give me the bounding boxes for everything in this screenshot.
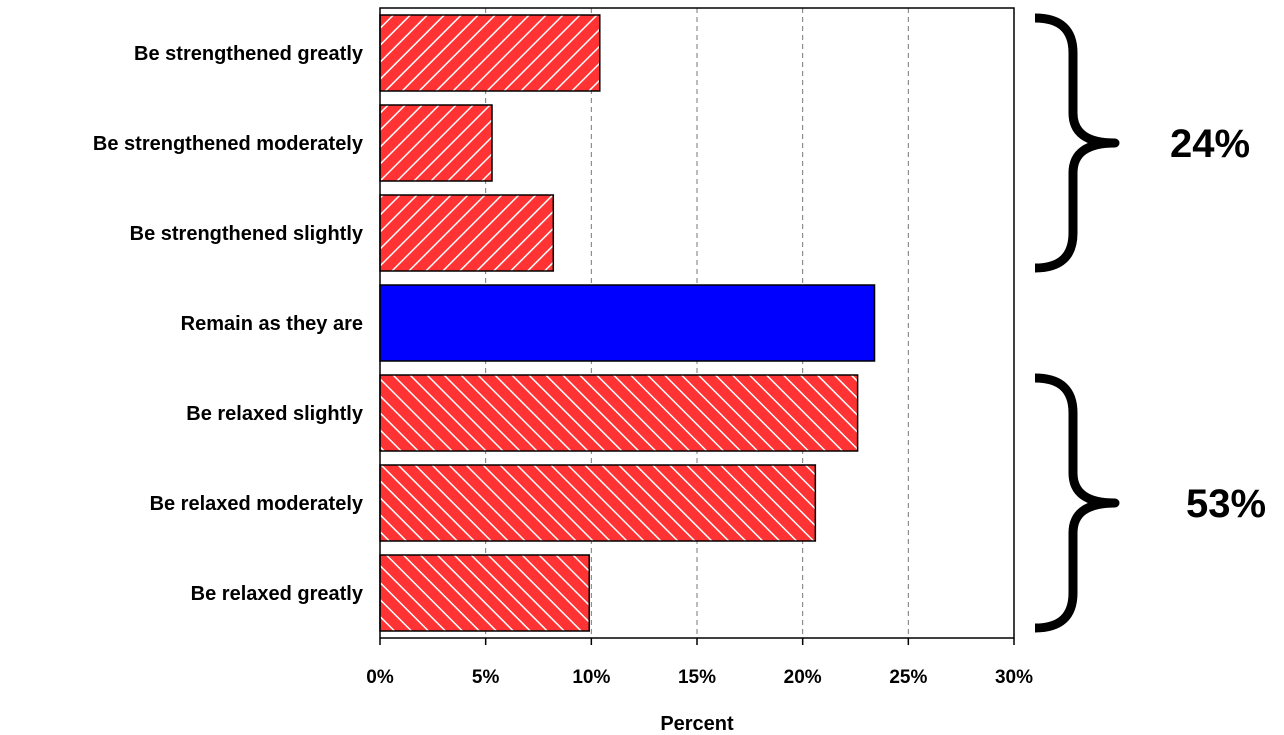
- category-labels: Be strengthened greatly Be strengthened m…: [93, 43, 364, 605]
- tick-label: 20%: [784, 667, 822, 688]
- bar-remain-as-they-are: [379, 284, 876, 362]
- bar-be-relaxed-moderately: [379, 464, 817, 542]
- group-total-label: 53%: [1186, 482, 1266, 526]
- bars: [379, 14, 876, 632]
- category-label: Be strengthened moderately: [93, 133, 364, 155]
- bar-be-relaxed-slightly: [379, 374, 859, 452]
- tick-label: 5%: [472, 667, 500, 688]
- bar-be-relaxed-greatly: [379, 554, 590, 632]
- category-label: Be strengthened greatly: [134, 43, 364, 65]
- curly-brace: [1034, 373, 1120, 633]
- tick-label: 10%: [572, 667, 610, 688]
- category-label: Remain as they are: [181, 313, 363, 335]
- x-axis-ticks: 0% 5% 10% 15% 20% 25% 30%: [366, 638, 1033, 688]
- category-label: Be strengthened slightly: [130, 223, 364, 245]
- bar-be-strengthened-slightly: [379, 194, 555, 272]
- tick-label: 15%: [678, 667, 716, 688]
- tick-label: 0%: [366, 667, 394, 688]
- category-label: Be relaxed greatly: [191, 583, 364, 605]
- group-brackets: 24% 53%: [1034, 13, 1266, 633]
- tick-label: 25%: [889, 667, 927, 688]
- category-label: Be relaxed slightly: [186, 403, 364, 425]
- category-label: Be relaxed moderately: [150, 493, 364, 515]
- curly-brace: [1034, 13, 1120, 273]
- group-total-label: 24%: [1170, 122, 1250, 166]
- bar-be-strengthened-moderately: [379, 104, 493, 182]
- bar-be-strengthened-greatly: [379, 14, 601, 92]
- tick-label: 30%: [995, 667, 1033, 688]
- x-axis-title: Percent: [660, 713, 734, 735]
